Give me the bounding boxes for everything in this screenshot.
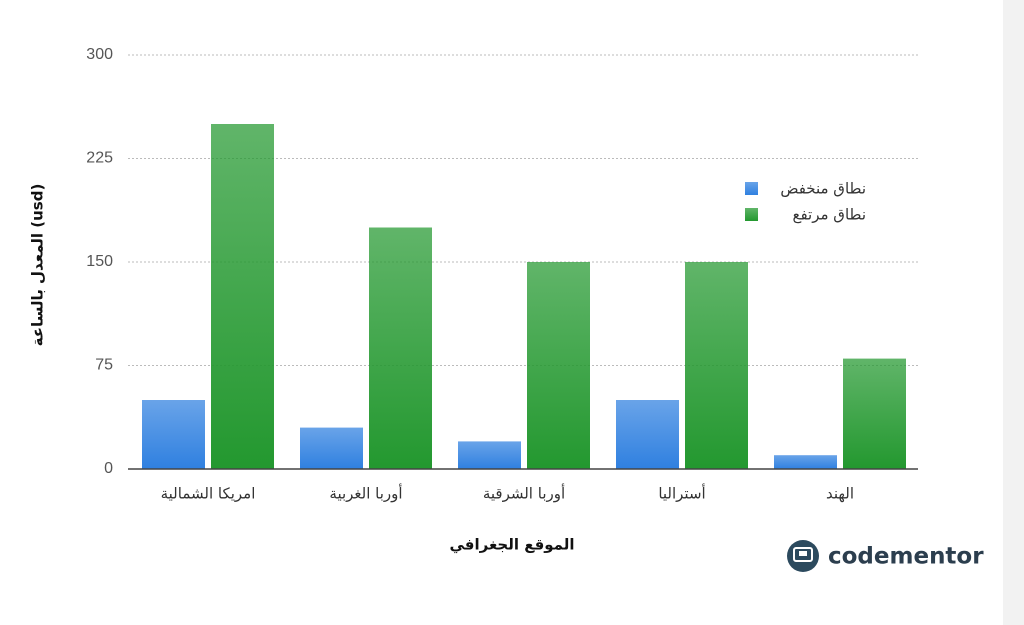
logo-icon	[787, 540, 819, 572]
bar	[211, 124, 274, 469]
side-strip	[1003, 0, 1024, 625]
bar	[685, 262, 748, 469]
legend-label: نطاق مرتفع	[792, 206, 866, 224]
x-tick-label: الهند	[826, 485, 854, 503]
y-tick-label: 75	[95, 357, 113, 374]
bar	[142, 400, 205, 469]
bar	[616, 400, 679, 469]
bar	[458, 441, 521, 469]
y-tick-label: 225	[86, 150, 113, 167]
y-tick-label: 150	[86, 253, 113, 270]
bar	[369, 227, 432, 469]
x-tick-label: أستراليا	[658, 484, 705, 503]
legend-label: نطاق منخفض	[780, 180, 866, 198]
y-tick-label: 0	[104, 460, 113, 477]
x-tick-label: أوربا الشرقية	[483, 484, 565, 503]
legend-swatch	[745, 182, 758, 195]
bar	[774, 455, 837, 469]
bar	[300, 427, 363, 469]
x-tick-label: أوربا الغربية	[329, 484, 402, 503]
legend-swatch	[745, 208, 758, 221]
y-axis-label: المعدل بالساعة (usd)	[29, 184, 47, 347]
bar	[843, 358, 906, 469]
x-axis-label: الموقع الجغرافي	[449, 536, 574, 554]
x-tick-label: امريكا الشمالية	[161, 485, 256, 503]
y-tick-label: 300	[86, 46, 113, 63]
logo-text: codementor	[828, 544, 984, 570]
bar	[527, 262, 590, 469]
